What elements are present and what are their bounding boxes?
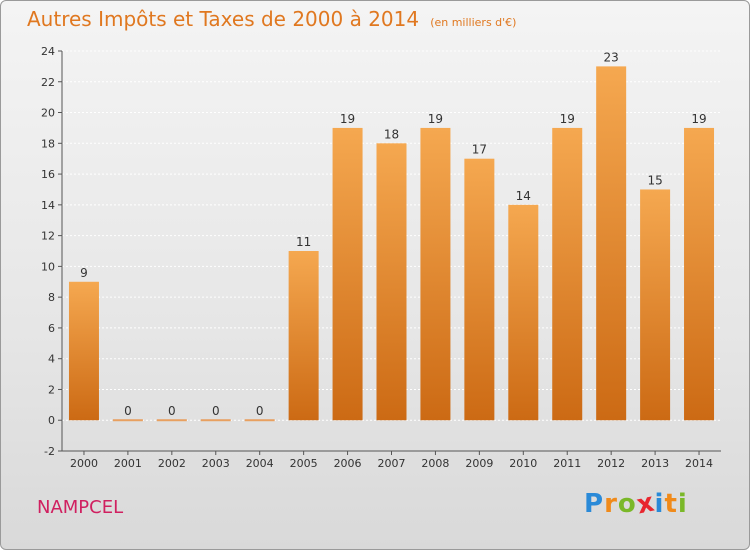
- bar-2000: [68, 281, 99, 421]
- y-tick-label: 14: [41, 199, 55, 212]
- data-label-2011: 19: [560, 112, 575, 126]
- y-tick-label: 16: [41, 168, 55, 181]
- x-tick-label-2003: 2003: [202, 457, 230, 470]
- bar-2002: [156, 419, 187, 422]
- x-tick-label-2014: 2014: [685, 457, 713, 470]
- bar-2007: [376, 143, 407, 421]
- x-tick-label-2009: 2009: [465, 457, 493, 470]
- data-label-2012: 23: [604, 50, 619, 64]
- bar-2011: [552, 127, 583, 421]
- bar-2003: [200, 419, 231, 422]
- bar-2006: [332, 127, 363, 421]
- y-tick-label: 22: [41, 76, 55, 89]
- bar-2010: [508, 204, 539, 421]
- chart-subtitle: (en milliers d'€): [430, 16, 517, 29]
- x-tick-label-2000: 2000: [70, 457, 98, 470]
- bar-2008: [420, 127, 451, 421]
- y-tick-label: 10: [41, 260, 55, 273]
- x-tick-label-2013: 2013: [641, 457, 669, 470]
- data-label-2003: 0: [212, 404, 220, 418]
- y-tick-label: 0: [48, 414, 55, 427]
- x-tick-label-2006: 2006: [334, 457, 362, 470]
- data-label-2006: 19: [340, 112, 355, 126]
- data-label-2005: 11: [296, 235, 311, 249]
- chart-title-block: Autres Impôts et Taxes de 2000 à 2014 (e…: [27, 7, 516, 31]
- y-tick-label: 20: [41, 107, 55, 120]
- x-tick-label-2010: 2010: [509, 457, 537, 470]
- y-tick-label: 4: [48, 353, 55, 366]
- bar-2013: [640, 189, 671, 421]
- data-label-2010: 14: [516, 189, 531, 203]
- data-label-2008: 19: [428, 112, 443, 126]
- x-tick-label-2001: 2001: [114, 457, 142, 470]
- bar-2004: [244, 419, 275, 422]
- y-tick-label: 12: [41, 230, 55, 243]
- y-tick-label: 18: [41, 137, 55, 150]
- x-tick-label-2007: 2007: [378, 457, 406, 470]
- bar-2012: [596, 66, 627, 421]
- x-tick-label-2012: 2012: [597, 457, 625, 470]
- location-label: NAMPCEL: [37, 497, 124, 518]
- x-tick-label-2002: 2002: [158, 457, 186, 470]
- x-tick-label-2004: 2004: [246, 457, 274, 470]
- bar-2009: [464, 158, 495, 421]
- x-tick-label-2008: 2008: [421, 457, 449, 470]
- x-tick-label-2011: 2011: [553, 457, 581, 470]
- data-label-2014: 19: [691, 112, 706, 126]
- proxiti-logo: Proxiti: [584, 487, 688, 521]
- data-label-2004: 0: [256, 404, 264, 418]
- y-tick-label: 8: [48, 291, 55, 304]
- data-label-2002: 0: [168, 404, 176, 418]
- data-label-2000: 9: [80, 266, 88, 280]
- data-label-2001: 0: [124, 404, 132, 418]
- bar-2014: [684, 127, 715, 421]
- data-label-2009: 17: [472, 143, 487, 157]
- y-tick-label: 6: [48, 322, 55, 335]
- y-tick-label: -2: [44, 445, 55, 458]
- data-label-2013: 15: [647, 173, 662, 187]
- y-tick-label: 2: [48, 383, 55, 396]
- data-label-2007: 18: [384, 127, 399, 141]
- bar-2005: [288, 251, 319, 421]
- x-tick-label-2005: 2005: [290, 457, 318, 470]
- y-tick-label: 24: [41, 45, 55, 58]
- chart-title: Autres Impôts et Taxes de 2000 à 2014: [27, 7, 420, 31]
- bar-2001: [112, 419, 143, 422]
